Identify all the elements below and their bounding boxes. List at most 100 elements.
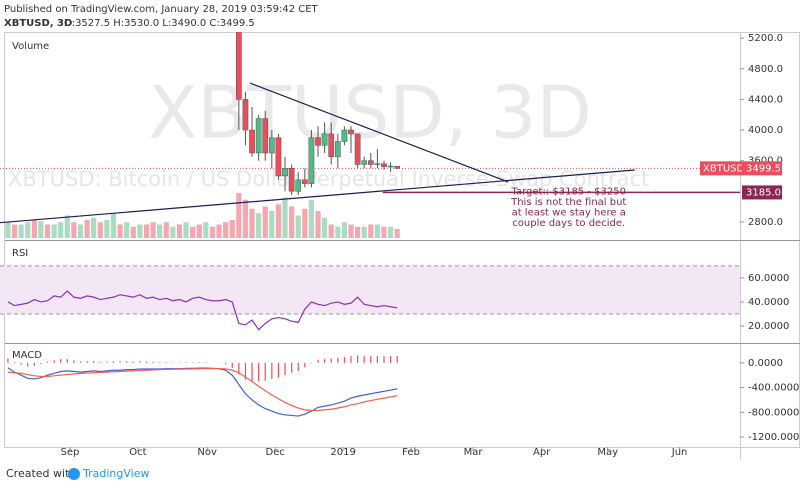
volume-bar: [52, 225, 57, 239]
price-label-symbol: XBTUSD: [703, 163, 744, 174]
volume-bar: [335, 227, 340, 238]
candle-body: [315, 138, 320, 146]
x-tick-label: Dec: [265, 447, 284, 458]
y-tick-label: 5200.0: [748, 33, 783, 44]
histogram-bar: [100, 362, 101, 363]
histogram-bar: [298, 363, 299, 371]
candle-body: [276, 138, 281, 176]
histogram-bar: [139, 361, 140, 363]
volume-bar: [362, 227, 367, 238]
volume-bar: [150, 222, 155, 238]
volume-bar: [38, 221, 43, 238]
volume-bar: [329, 225, 334, 239]
volume-bar: [45, 225, 50, 239]
volume-bar: [19, 225, 24, 239]
histogram-bar: [304, 363, 305, 367]
volume-bar: [32, 220, 37, 238]
candle-body: [342, 130, 347, 141]
candle-body: [296, 180, 301, 191]
volume-bar: [164, 222, 169, 238]
histogram-bar: [205, 362, 206, 363]
histogram-bar: [383, 356, 384, 363]
volume-bar: [368, 225, 373, 239]
candle-body: [302, 180, 307, 184]
histogram-bar: [284, 363, 285, 375]
published: Published on TradingView.com, January 28…: [4, 4, 319, 15]
volume-bar: [104, 220, 109, 238]
volume-bar: [58, 222, 63, 238]
candle-body: [256, 119, 261, 153]
volume-bar: [203, 222, 208, 238]
histogram-bar: [126, 361, 127, 363]
candle-body: [362, 161, 367, 165]
x-tick-label: Mar: [464, 447, 484, 458]
candle-body: [388, 166, 393, 167]
volume-bar: [230, 220, 235, 238]
histogram-bar: [397, 356, 398, 363]
level-label: 3185.0: [746, 187, 781, 198]
volume-bar: [98, 222, 103, 238]
pane-label: Volume: [12, 41, 49, 52]
histogram-bar: [86, 361, 87, 363]
y-tick-label: -1200.0000: [748, 432, 800, 443]
histogram-bar: [152, 362, 153, 363]
volume-bar: [302, 209, 307, 238]
x-tick-label: Sep: [61, 447, 80, 458]
annotation: Target:: $3185 - $3250: [511, 187, 626, 198]
histogram-bar: [278, 363, 279, 378]
histogram-bar: [377, 356, 378, 363]
volume-bar: [289, 207, 294, 239]
y-tick-label: 60.0000: [748, 273, 789, 284]
volume-bar: [71, 222, 76, 238]
volume-bar: [91, 218, 96, 238]
footer-brand[interactable]: TradingView: [82, 467, 149, 480]
volume-bar: [269, 211, 274, 238]
y-tick-label: 2800.0: [748, 217, 783, 228]
volume-bar: [375, 225, 380, 239]
candle-body: [249, 130, 254, 153]
volume-bar: [157, 225, 162, 239]
volume-bar: [210, 227, 215, 238]
volume-bar: [223, 222, 228, 238]
histogram-bar: [7, 359, 8, 363]
volume-bar: [183, 222, 188, 238]
histogram-bar: [133, 362, 134, 363]
pane-label: RSI: [12, 248, 28, 259]
volume-bar: [395, 229, 400, 238]
ohlc: O:3527.5 H:3530.0 L:3490.0 C:3499.5: [64, 18, 255, 29]
volume-bar: [137, 225, 142, 239]
candle-body: [395, 166, 400, 168]
candle-body: [263, 119, 268, 153]
histogram-bar: [232, 363, 233, 368]
volume-bar: [282, 198, 287, 239]
histogram-bar: [67, 359, 68, 363]
histogram-bar: [93, 361, 94, 363]
x-tick-label: Jun: [671, 447, 688, 458]
y-tick-label: 0.0000: [748, 358, 783, 369]
annotation: couple days to decide.: [512, 218, 625, 229]
volume-bar: [144, 225, 149, 239]
volume-bar: [388, 227, 393, 238]
histogram-bar: [146, 362, 147, 363]
histogram-bar: [370, 356, 371, 363]
candle-body: [348, 130, 353, 134]
annotation: This is not the final but: [510, 197, 626, 208]
histogram-bar: [54, 360, 55, 362]
volume-bar: [190, 227, 195, 238]
volume-bar: [296, 216, 301, 239]
histogram-bar: [350, 356, 351, 363]
volume-bar: [322, 218, 327, 238]
volume-bar: [381, 227, 386, 238]
y-tick-label: 4400.0: [748, 94, 783, 105]
volume-bar: [25, 222, 30, 238]
volume-bar: [256, 213, 261, 238]
x-tick-label: May: [597, 447, 618, 458]
histogram-bar: [317, 360, 318, 363]
volume-bar: [263, 207, 268, 239]
candle-body: [289, 168, 294, 191]
candle-body: [335, 142, 340, 157]
x-tick-label: Nov: [197, 447, 217, 458]
volume-bar: [197, 225, 202, 239]
volume-bar: [84, 220, 89, 238]
histogram-bar: [199, 362, 200, 363]
